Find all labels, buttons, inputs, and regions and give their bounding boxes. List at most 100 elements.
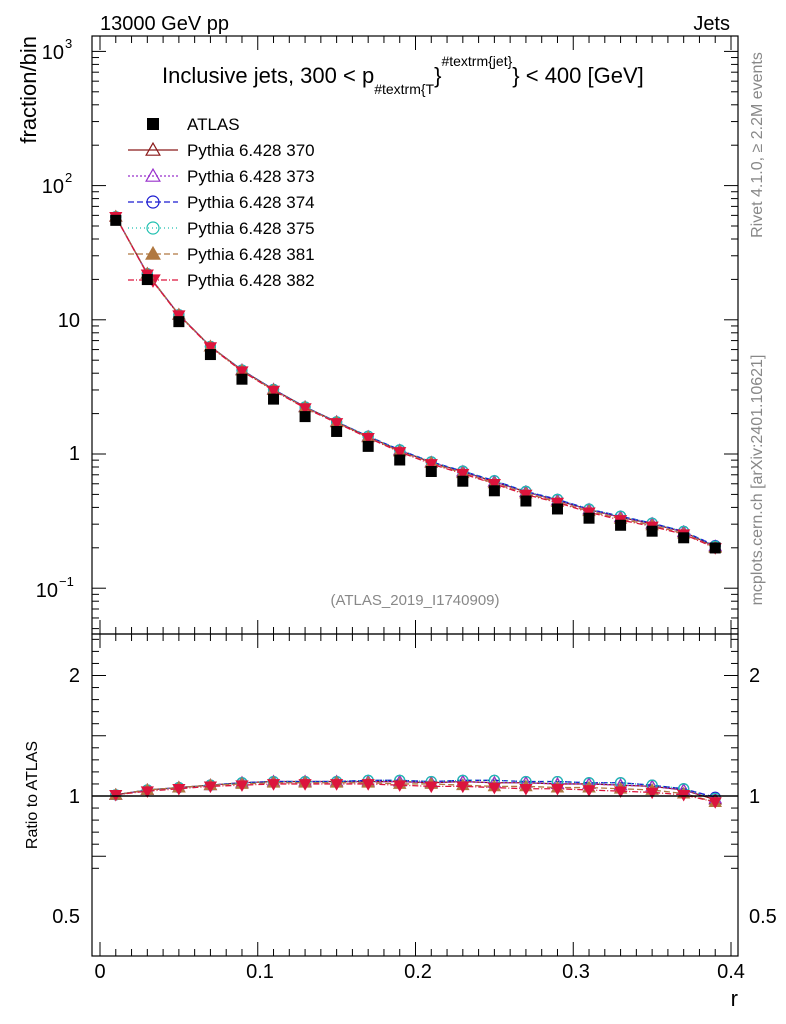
legend-marker-atlas (147, 118, 159, 130)
ratio-panel-frame (91, 633, 739, 957)
atlas-data-point (331, 425, 343, 437)
x-tick-labels: 0 0.1 0.2 0.3 0.4 (94, 961, 744, 983)
series-line-pythia-6.428-375 (115, 216, 716, 547)
ratio-point (613, 786, 628, 798)
legend-label: Pythia 6.428 382 (187, 271, 315, 290)
ytick-label-10: 10 (58, 310, 80, 332)
legend-marker (145, 245, 161, 260)
mcplots-credit-label: mcplots.cern.ch [arXiv:2401.10621] (749, 355, 766, 606)
legend-label: Pythia 6.428 375 (187, 219, 315, 238)
chart-title-end: } < 400 [GeV] (512, 63, 643, 88)
legend-marker (145, 141, 161, 156)
chart-title: Inclusive jets, 300 < p#textrm{T}#textrm… (162, 53, 644, 97)
legend-marker (146, 221, 160, 235)
atlas-data-point (583, 512, 595, 524)
series-point (266, 385, 281, 398)
legend-label: Pythia 6.428 373 (187, 167, 315, 186)
ratio-point (235, 780, 249, 792)
ratio-ytick-right-2: 2 (749, 665, 760, 687)
series-line-pythia-6.428-382 (115, 216, 716, 549)
ytick-exp-0.1: −1 (59, 574, 74, 589)
ratio-point (266, 779, 281, 791)
main-y-axis-label: fraction/bin (16, 36, 41, 144)
atlas-data-point (425, 465, 437, 477)
series-line-pythia-6.428-381 (115, 216, 716, 549)
ytick-label-100: 10 (42, 176, 64, 198)
analysis-id-watermark: (ATLAS_2019_I1740909) (330, 592, 499, 609)
xtick-0.4: 0.4 (717, 961, 745, 983)
atlas-data-point (488, 485, 500, 497)
legend-label: Pythia 6.428 370 (187, 141, 315, 160)
rivet-version-label: Rivet 4.1.0, ≥ 2.2M events (749, 52, 766, 238)
series-line-pythia-6.428-373 (115, 216, 716, 547)
legend-label: Pythia 6.428 374 (187, 193, 315, 212)
series-point (519, 489, 533, 502)
ratio-point (393, 780, 407, 792)
ratio-point (582, 785, 596, 797)
atlas-data-point (615, 519, 627, 531)
ratio-ytick-0.5: 0.5 (52, 906, 80, 928)
ratio-point (298, 779, 312, 791)
xtick-0.3: 0.3 (562, 961, 590, 983)
legend: ATLAS Pythia 6.428 370 Pythia 6.428 373 Py… (128, 115, 315, 290)
main-series-layer (108, 209, 723, 555)
ratio-line-pythia-6.428-382 (115, 783, 716, 803)
atlas-data-point (268, 393, 280, 405)
chart-title-brace: } (434, 63, 441, 88)
series-point (203, 342, 218, 354)
ratio-point (140, 786, 154, 798)
legend-label-atlas: ATLAS (187, 115, 240, 134)
ratio-y-axis-label: Ratio to ATLAS (24, 741, 41, 849)
ratio-point (330, 779, 344, 791)
series-line-pythia-6.428-370 (115, 216, 716, 548)
ratio-point (550, 783, 565, 796)
series-point (456, 468, 470, 481)
atlas-data-point (394, 454, 406, 466)
atlas-data-point (141, 274, 153, 286)
ratio-y-tick-labels: 0.5 1 2 0.5 1 2 (52, 665, 777, 928)
chart-title-main: Inclusive jets, 300 < p (162, 63, 374, 88)
ratio-ytick-right-0.5: 0.5 (749, 906, 777, 928)
ratio-point (424, 781, 438, 794)
ratio-ytick-right-1: 1 (749, 786, 760, 808)
series-point (424, 459, 438, 471)
legend-marker (146, 195, 160, 209)
atlas-data-point (678, 532, 690, 544)
atlas-data-point (646, 525, 658, 537)
atlas-data-point (299, 411, 311, 423)
atlas-data-point (204, 349, 216, 361)
ratio-point (645, 787, 659, 800)
chart-title-sub: #textrm{T (374, 81, 434, 97)
atlas-data-point (110, 214, 122, 226)
atlas-data-point (709, 542, 721, 554)
ratio-point (172, 783, 186, 796)
axis-ticks (92, 36, 738, 956)
series-point (393, 447, 407, 459)
series-point (235, 366, 249, 378)
ytick-label-1000: 10 (42, 42, 64, 64)
header-category-label: Jets (693, 13, 730, 35)
x-axis-label: r (731, 986, 738, 1011)
atlas-data-point (457, 475, 469, 487)
ytick-exp-1000: 3 (65, 36, 72, 51)
ratio-point (708, 797, 722, 809)
ytick-label-0.1: 10 (36, 580, 58, 602)
xtick-0.1: 0.1 (246, 961, 274, 983)
series-point (298, 403, 312, 415)
ytick-label-1: 1 (69, 443, 80, 465)
ratio-ytick-1: 1 (69, 786, 80, 808)
xtick-0.2: 0.2 (404, 961, 432, 983)
ratio-point (361, 779, 375, 791)
xtick-0: 0 (94, 961, 105, 983)
atlas-data-point (520, 495, 532, 507)
atlas-data-point (551, 503, 563, 515)
atlas-data-point (173, 316, 185, 328)
chart-title-sup: #textrm{jet} (441, 53, 512, 69)
ratio-series-layer (108, 774, 723, 809)
main-y-tick-labels: 10 −1 1 10 10 2 10 3 (36, 36, 80, 602)
atlas-data-point (236, 373, 248, 385)
header-energy-label: 13000 GeV pp (100, 13, 229, 35)
ratio-point (487, 782, 501, 795)
legend-marker (145, 167, 161, 182)
